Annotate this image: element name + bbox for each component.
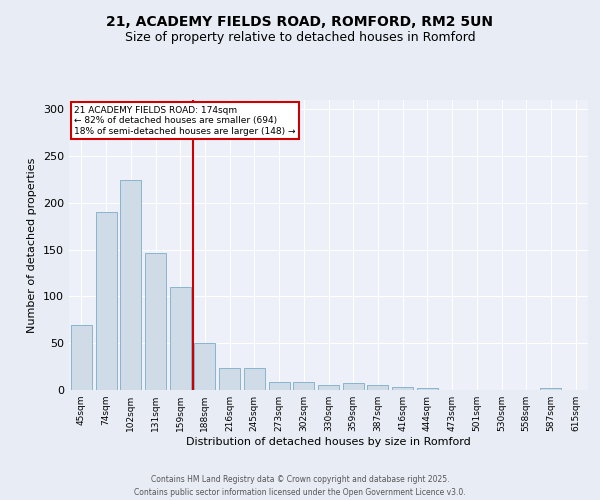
Bar [417, 388, 438, 390]
Bar [367, 386, 388, 390]
Bar [343, 382, 364, 390]
Bar [71, 324, 92, 390]
Bar [293, 382, 314, 390]
Bar [145, 254, 166, 390]
Bar [194, 343, 215, 390]
X-axis label: Distribution of detached houses by size in Romford: Distribution of detached houses by size … [186, 437, 471, 447]
Text: Size of property relative to detached houses in Romford: Size of property relative to detached ho… [125, 31, 475, 44]
Bar [95, 212, 116, 390]
Bar [244, 368, 265, 390]
Bar [120, 180, 141, 390]
Text: 21, ACADEMY FIELDS ROAD, ROMFORD, RM2 5UN: 21, ACADEMY FIELDS ROAD, ROMFORD, RM2 5U… [107, 16, 493, 30]
Bar [269, 382, 290, 390]
Text: Contains public sector information licensed under the Open Government Licence v3: Contains public sector information licen… [134, 488, 466, 497]
Bar [541, 388, 562, 390]
Text: 21 ACADEMY FIELDS ROAD: 174sqm
← 82% of detached houses are smaller (694)
18% of: 21 ACADEMY FIELDS ROAD: 174sqm ← 82% of … [74, 106, 296, 136]
Bar [219, 368, 240, 390]
Y-axis label: Number of detached properties: Number of detached properties [28, 158, 37, 332]
Bar [318, 386, 339, 390]
Bar [392, 387, 413, 390]
Bar [170, 287, 191, 390]
Text: Contains HM Land Registry data © Crown copyright and database right 2025.: Contains HM Land Registry data © Crown c… [151, 476, 449, 484]
